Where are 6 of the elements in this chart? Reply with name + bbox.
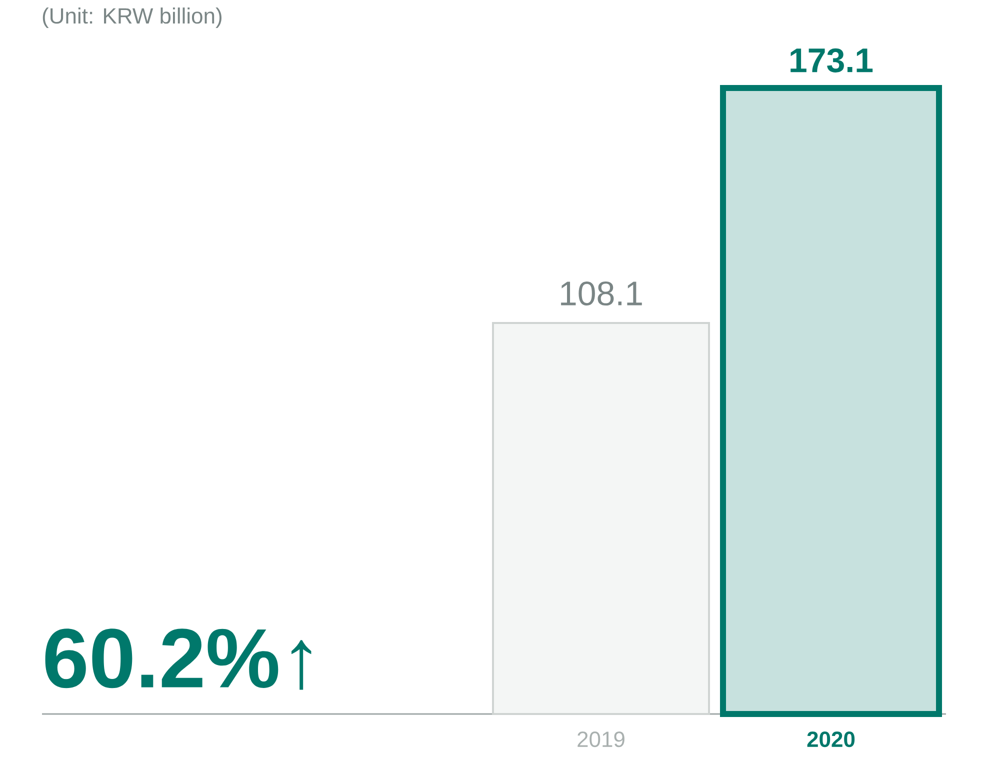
text: (Unit: KRW billion)	[42, 8, 222, 28]
text: 60.2%↑	[45, 628, 312, 690]
data-label: 108.1	[561, 281, 642, 306]
x-tick-label: 2019	[578, 732, 624, 748]
data-label: 173.1	[790, 48, 873, 72]
x-tick-label: 2020	[807, 732, 855, 748]
